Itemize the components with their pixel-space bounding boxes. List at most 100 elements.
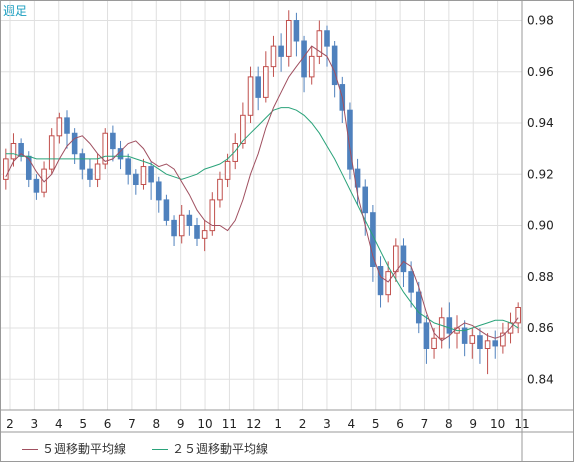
candle-body [140,166,147,185]
candle-body [56,117,63,137]
ma5-line [5,45,519,342]
candle-body [377,266,384,296]
candle-body [232,143,239,162]
candle-body [102,132,109,165]
candle-body [469,335,476,344]
candle-body [270,45,277,68]
candle-body [48,135,55,170]
y-tick-label: 0.90 [527,219,554,233]
period-label: 週足 [3,4,28,18]
candles [3,10,521,375]
x-tick-label: 4 [348,417,356,431]
x-tick-label: 6 [396,417,404,431]
x-tick-label: 4 [55,417,63,431]
candle-body [3,158,9,180]
ma25-line [5,107,519,332]
candle-body [461,327,468,344]
candle-body [477,335,483,349]
x-tick-label: 2 [6,417,14,431]
legend-label-ma5: ５週移動平均線 [42,442,127,456]
candle-body [64,117,70,134]
candle-body [155,181,162,201]
x-tick-label: 9 [177,417,185,431]
candle-body [263,66,269,98]
candle-body [255,76,261,98]
candle-body [400,245,407,273]
x-tick-label: 12 [246,417,261,431]
x-tick-label: 11 [514,417,529,431]
candle-body [278,45,284,57]
x-tick-label: 8 [445,417,453,431]
x-tick-label: 5 [372,417,380,431]
candle-body [347,109,353,170]
candle-body [423,322,430,349]
candle-body [94,163,101,180]
x-tick-label: 11 [222,417,237,431]
candle-body [431,337,437,349]
candle-body [331,45,338,86]
y-tick-label: 0.92 [527,167,554,181]
candle-body [308,55,315,78]
x-tick-label: 6 [104,417,112,431]
candle-body [324,30,330,47]
candle-body [79,153,86,170]
legend-swatch-ma25 [152,449,168,450]
candle-body [10,143,17,160]
y-tick-label: 0.94 [527,116,554,130]
legend-ma25: ２５週移動平均線 [152,440,268,457]
candle-body [125,158,131,175]
x-tick-label: 8 [152,417,160,431]
x-axis-ticks: 2 3 4 5 6 7 8 9 10 11 12 1 2 3 4 5 6 7 8 9 10 11 [6,417,529,431]
candle-body [201,230,208,239]
y-tick-label: 0.84 [527,372,554,386]
candle-body [247,76,254,116]
y-axis-ticks: 0.98 0.96 0.94 0.92 0.90 0.88 0.86 0.84 [527,14,554,387]
legend-label-ma25: ２５週移動平均線 [172,442,269,456]
candle-body [484,340,491,349]
candle-body [316,30,323,57]
y-tick-label: 0.86 [527,321,554,335]
x-tick-label: 7 [421,417,429,431]
candle-body [71,132,78,155]
candle-body [293,20,300,42]
candle-body [240,114,246,144]
candle-body [110,132,116,150]
y-tick-label: 0.88 [527,270,554,284]
candle-body [41,168,47,193]
grid [0,0,523,410]
candle-body [133,173,139,185]
candle-body [194,225,200,239]
candle-body [385,271,391,296]
candle-body [87,168,93,180]
x-tick-label: 2 [299,417,307,431]
legend-swatch-ma5 [22,449,38,450]
candle-body [148,166,154,183]
candle-body [446,317,453,334]
legend-ma5: ５週移動平均線 [22,440,126,457]
x-tick-label: 3 [31,417,39,431]
x-tick-label: 5 [79,417,87,431]
candle-body [362,186,369,214]
candle-body [209,199,216,232]
candle-body [415,291,422,324]
candle-body [515,307,521,324]
x-tick-label: 3 [323,417,331,431]
candle-body [492,340,499,347]
candle-body [186,214,193,226]
candle-body [178,214,185,237]
candle-body [217,178,223,201]
candle-body [171,219,177,237]
x-tick-label: 7 [128,417,136,431]
y-tick-label: 0.98 [527,14,554,28]
candle-body [33,178,40,193]
candle-body [224,160,231,180]
candle-body [285,20,292,57]
candle-body [500,332,506,347]
y-tick-label: 0.96 [527,65,554,79]
x-tick-label: 10 [490,417,505,431]
x-tick-label: 10 [197,417,212,431]
x-tick-label: 1 [274,417,282,431]
